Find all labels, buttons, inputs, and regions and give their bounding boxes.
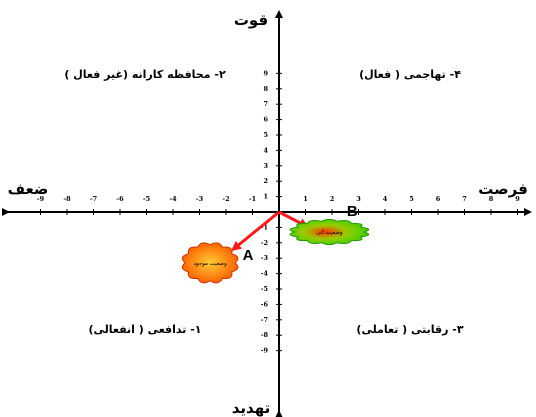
x-tick-label: -3 [196,195,204,203]
y-tick-label: 7 [263,100,268,108]
x-tick-label: 5 [409,195,414,203]
quadrant-label-q2: ۲- محافظه کارانه (غیر فعال ) [64,68,226,81]
state-blob-text: وضعیت موجود [193,261,227,267]
y-tick-label: -8 [261,331,269,339]
y-tick-label: -6 [261,300,269,308]
state-blob-b [289,218,370,246]
state-blob-text: وضعیت آتی [316,229,343,236]
x-tick-label: -5 [143,195,151,203]
x-tick-label: -6 [116,195,124,203]
y-tick-label: 2 [263,177,268,185]
y-tick-label: -4 [261,270,269,278]
y-tick-label: -7 [261,316,268,324]
y-tick-label: -2 [261,239,268,247]
axis-label-left: ضعف [8,180,49,198]
x-tick-label: -9 [37,195,45,203]
x-tick-label: -8 [63,195,71,203]
point-label-a: A [243,247,254,264]
axis-label-right: فرصت [478,180,528,198]
y-tick-label: 3 [263,162,268,170]
y-tick-label: -9 [261,347,269,355]
x-tick-label: 7 [462,195,467,203]
x-tick-label: -4 [169,195,177,203]
x-tick-label: -2 [222,195,229,203]
x-tick-label: 4 [383,195,388,203]
y-tick-label: 9 [263,69,268,77]
y-tick-label: -3 [261,254,269,262]
state-blob-a [181,242,239,284]
y-tick-label: 8 [263,85,268,93]
quadrant-label-q3: ۱- تدافعی ( انفعالی) [88,323,201,336]
x-tick-label: -7 [90,195,97,203]
y-tick-label: 6 [263,116,268,124]
x-tick-label: 6 [436,195,441,203]
y-tick-label: 4 [263,146,268,154]
x-tick-label: 9 [515,195,520,203]
x-tick-label: 8 [489,195,494,203]
x-tick-label: 3 [356,195,361,203]
axis-ticks: -9 -8 -7 -6 -5 -4 -3 -2 -1 1 2 3 4 5 6 7 8 9 9 8 7 6 5 4 3 2 1 -1 -2… [37,69,520,354]
quadrant-label-q1: ۴- تهاجمی ( فعال) [359,68,461,81]
y-tick-label: -1 [261,223,268,231]
position-points: وضعیت موجود A وضعیت آتی B [181,203,370,284]
axis-label-bottom: تهدید [232,399,271,417]
x-tick-label: 1 [303,195,308,203]
x-tick-label: -1 [249,195,256,203]
axis-label-top: قوت [234,11,268,29]
y-tick-label: 1 [263,193,268,201]
y-tick-label: -5 [261,285,269,293]
point-label-b: B [347,203,358,220]
x-tick-label: 2 [330,195,335,203]
y-tick-label: 5 [263,131,268,139]
quadrant-label-q4: ۳- رقابتی ( تعاملی) [356,323,463,336]
arrow-to-a [231,210,280,252]
